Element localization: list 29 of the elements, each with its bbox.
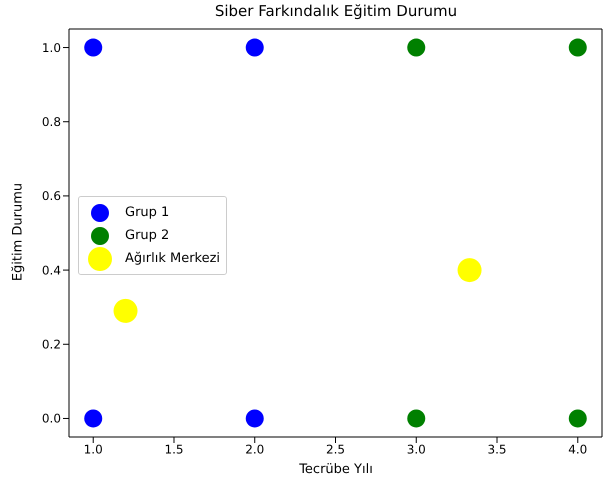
y-tick-label: 0.0 [42, 412, 61, 426]
y-tick-label: 1.0 [42, 40, 61, 55]
x-tick-label: 1.5 [164, 442, 184, 457]
legend-label: Grup 2 [125, 228, 170, 243]
x-tick-label: 4.0 [568, 442, 588, 457]
point [568, 409, 587, 428]
x-tick-label: 2.0 [245, 442, 264, 457]
y-tick-label: 0.6 [42, 189, 61, 204]
point [84, 409, 102, 428]
legend-label: Grup 1 [125, 205, 170, 220]
x-tick-label: 3.5 [487, 442, 507, 457]
point [246, 409, 264, 428]
point [114, 298, 138, 323]
x-tick-label: 2.5 [326, 442, 346, 457]
point [458, 258, 482, 282]
y-tick-label: 0.4 [42, 263, 61, 278]
y-axis-title: Eğitim Durumu [10, 182, 26, 282]
point [246, 38, 264, 57]
y-tick-label: 0.2 [42, 338, 61, 352]
point [568, 38, 587, 57]
x-axis-title: Tecrübe Yılı [298, 462, 374, 477]
x-tick-label: 3.0 [406, 442, 426, 457]
point [84, 38, 102, 57]
chart-title: Siber Farkındalık Eğitim Durumu [214, 2, 458, 20]
point [407, 38, 426, 57]
x-tick-label: 1.0 [84, 442, 103, 457]
point [407, 409, 426, 428]
legend-label: Ağırlık Merkezi [125, 251, 220, 266]
y-tick-label: 0.8 [42, 114, 61, 129]
